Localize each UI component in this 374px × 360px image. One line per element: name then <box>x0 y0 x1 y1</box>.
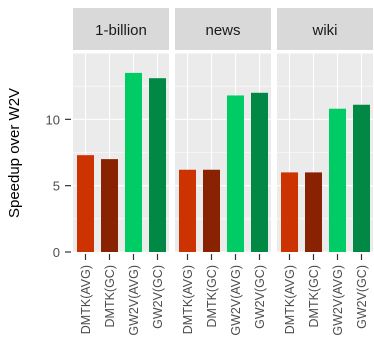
facet-strip-label: wiki <box>312 22 338 39</box>
bar-1-billion-GW2V(AVG) <box>125 72 142 253</box>
panel-news: news DMTK(AVG) DMTK(GC) GW2V(AVG) GW2V(GC) <box>175 8 271 336</box>
bar-1-billion-DMTK(GC) <box>101 159 118 252</box>
bar-wiki-GW2V(GC) <box>353 104 370 253</box>
facet-strip-label: 1-billion <box>95 22 147 39</box>
x-tick-label: GW2V(GC) <box>355 265 369 329</box>
y-axis-title: Speedup over W2V <box>6 88 23 218</box>
x-tick-label: GW2V(AVG) <box>331 265 345 336</box>
bar-wiki-DMTK(AVG) <box>281 172 298 252</box>
x-tick-label: DMTK(AVG) <box>181 265 195 334</box>
x-tick-label: GW2V(AVG) <box>229 265 243 336</box>
y-axis: 0 5 10 <box>46 112 71 260</box>
facet-strip <box>277 8 373 50</box>
x-tick-label: DMTK(GC) <box>205 265 219 328</box>
y-tick-label: 10 <box>46 112 60 127</box>
bar-wiki-GW2V(AVG) <box>329 108 346 252</box>
x-tick-label: GW2V(AVG) <box>127 265 141 336</box>
bar-news-DMTK(AVG) <box>179 169 196 252</box>
facet-panels: 1-billion DMTK(AVG) DMTK(GC) GW2V(AVG) GW2V(… <box>73 8 373 336</box>
panel-wiki: wiki DMTK(AVG) DMTK(GC) GW2V(AVG) GW2V(GC) <box>277 8 373 336</box>
x-tick-label: DMTK(AVG) <box>283 265 297 334</box>
panel-1-billion: 1-billion DMTK(AVG) DMTK(GC) GW2V(AVG) GW2V(… <box>73 8 169 336</box>
facet-strip-label: news <box>205 22 240 39</box>
facet-strip <box>73 8 169 50</box>
x-tick-label: GW2V(GC) <box>253 265 267 329</box>
x-tick-label: DMTK(GC) <box>103 265 117 328</box>
facet-strip <box>175 8 271 50</box>
bar-news-DMTK(GC) <box>203 169 220 252</box>
x-tick-label: DMTK(AVG) <box>79 265 93 334</box>
y-tick-label: 0 <box>53 245 60 260</box>
bar-1-billion-DMTK(AVG) <box>77 155 94 252</box>
x-tick-label: DMTK(GC) <box>307 265 321 328</box>
bar-news-GW2V(AVG) <box>227 95 244 252</box>
bar-wiki-DMTK(GC) <box>305 172 322 252</box>
bar-1-billion-GW2V(GC) <box>149 78 166 252</box>
y-tick-label: 5 <box>53 179 60 194</box>
bar-news-GW2V(GC) <box>251 92 268 252</box>
x-tick-label: GW2V(GC) <box>151 265 165 329</box>
